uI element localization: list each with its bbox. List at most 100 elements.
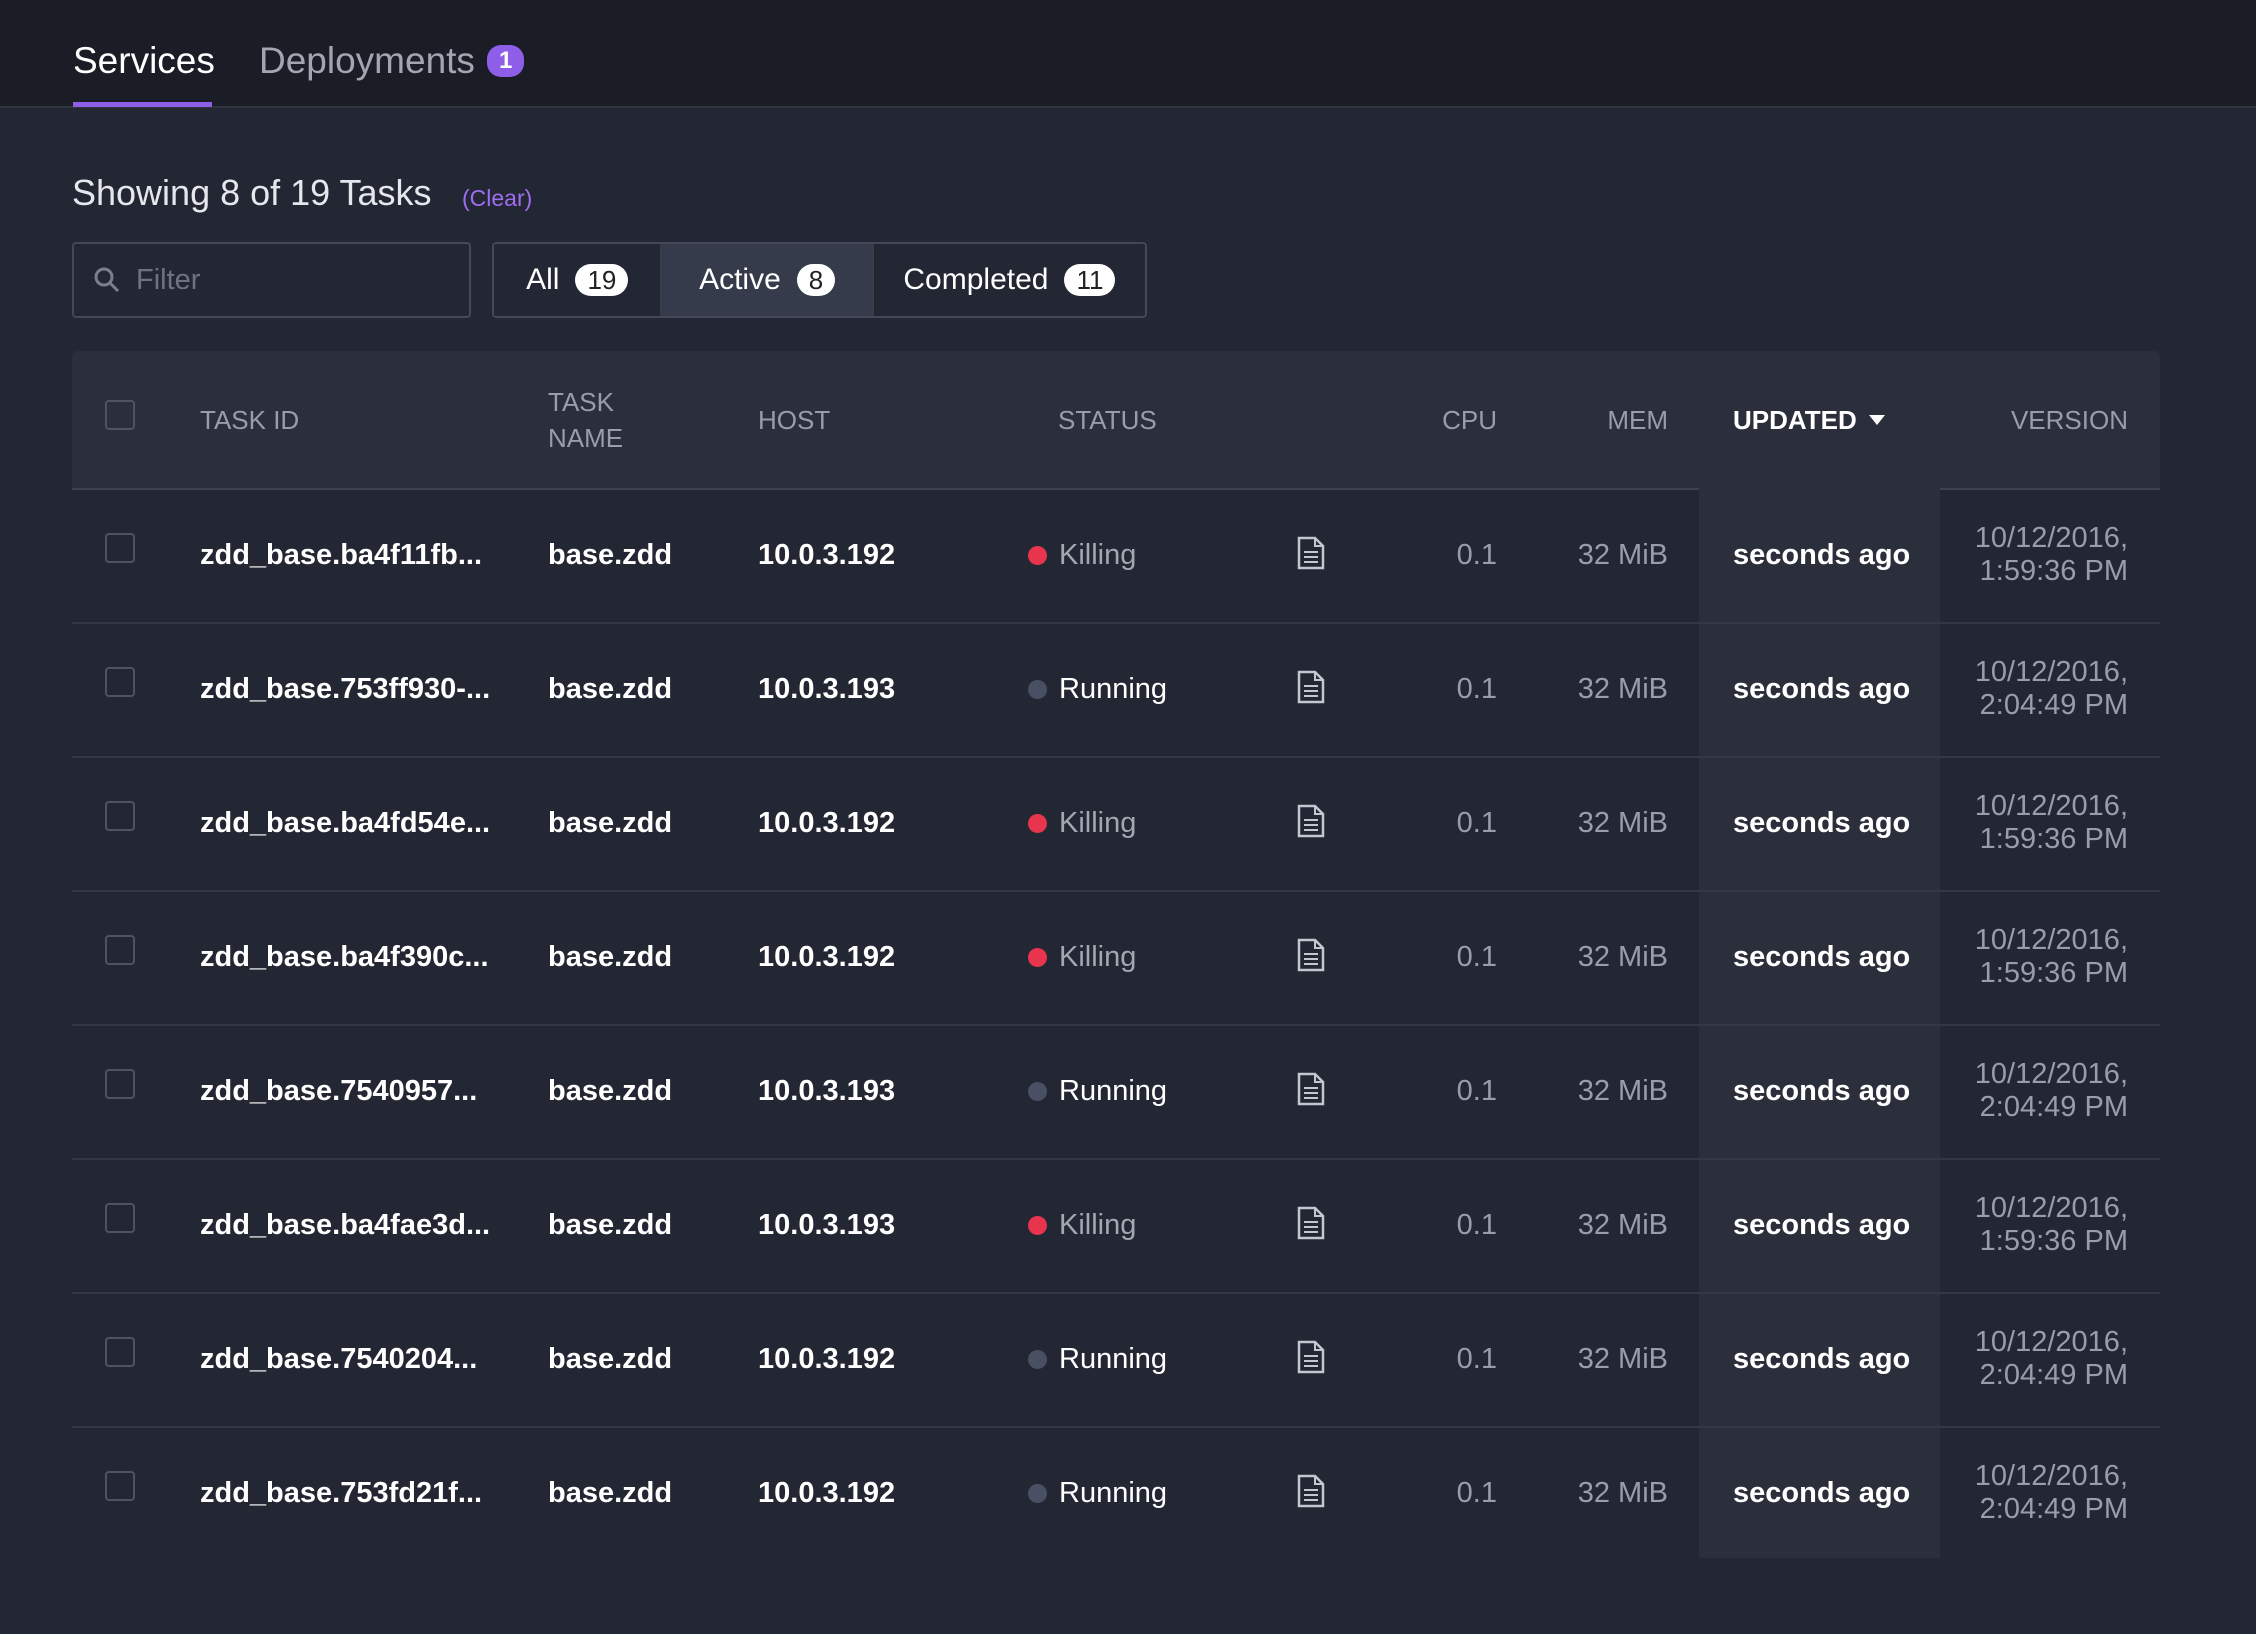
cell-version: 10/12/2016, 2:04:49 PM	[1928, 622, 2128, 756]
row-divider	[72, 1426, 2160, 1428]
status-dot	[1028, 1349, 1047, 1369]
status-dot	[1028, 1081, 1047, 1101]
filter-button-group: All 19 Active 8 Completed 11	[492, 242, 1147, 318]
row-checkbox[interactable]	[105, 801, 135, 831]
cell-host-text: 10.0.3.192	[758, 538, 896, 571]
cell-version-text: 10/12/2016, 1:59:36 PM	[1974, 790, 2128, 855]
log-icon[interactable]	[1296, 536, 1326, 570]
cell-cpu-text: 0.1	[1456, 672, 1497, 705]
cell-updated-text: seconds ago	[1733, 1208, 1911, 1241]
cell-task-name: base.zdd	[548, 1024, 672, 1158]
column-header-label: HOST	[758, 404, 831, 435]
cell-version-text: 10/12/2016, 2:04:49 PM	[1974, 1058, 2128, 1123]
cell-version-text: 10/12/2016, 1:59:36 PM	[1974, 522, 2128, 587]
cell-updated: seconds ago	[1733, 488, 1933, 622]
column-header[interactable]: STATUS	[1058, 351, 1258, 488]
status-dot	[1028, 679, 1047, 699]
cell-cpu: 0.1	[1397, 1426, 1497, 1560]
cell-mem: 32 MiB	[1568, 488, 1668, 622]
column-header-label: TASK ID	[200, 404, 300, 435]
tab[interactable]: Deployments 1	[259, 40, 525, 82]
log-icon[interactable]	[1296, 1206, 1326, 1240]
cell-updated-text: seconds ago	[1733, 806, 1911, 839]
filter-button[interactable]: Active 8	[660, 244, 873, 316]
column-header-label: UPDATED	[1733, 404, 1857, 435]
select-all-checkbox[interactable]	[105, 399, 135, 430]
cell-cpu-text: 0.1	[1456, 806, 1497, 839]
row-checkbox[interactable]	[105, 1203, 135, 1233]
cell-mem: 32 MiB	[1568, 890, 1668, 1024]
filter-button-label: Completed	[903, 263, 1049, 296]
cell-task-name: base.zdd	[548, 1426, 672, 1560]
row-checkbox[interactable]	[105, 667, 135, 697]
log-icon[interactable]	[1296, 804, 1326, 838]
row-checkbox[interactable]	[105, 1471, 135, 1501]
cell-version-text: 10/12/2016, 2:04:49 PM	[1974, 1326, 2128, 1391]
row-checkbox[interactable]	[105, 935, 135, 965]
row-checkbox[interactable]	[105, 1069, 135, 1099]
row-divider	[72, 756, 2160, 758]
cell-host-text: 10.0.3.192	[758, 940, 896, 973]
column-header[interactable]: VERSION	[1928, 351, 2128, 488]
cell-status: Killing	[1028, 756, 1228, 890]
tab[interactable]: Services	[73, 40, 215, 81]
column-header-label: VERSION	[2010, 404, 2128, 435]
cell-status: Running	[1028, 1426, 1228, 1560]
cell-updated: seconds ago	[1733, 1024, 1933, 1158]
cell-cpu-text: 0.1	[1456, 1074, 1497, 1107]
column-header[interactable]: HOST	[758, 351, 1038, 488]
column-header[interactable]: UPDATED	[1733, 351, 1933, 488]
clear-link[interactable]: (Clear)	[462, 185, 533, 211]
cell-cpu-text: 0.1	[1456, 538, 1497, 571]
cell-task-id: zdd_base.753ff930-...	[200, 622, 530, 756]
cell-task-id-text: zdd_base.753fd21f...	[200, 1476, 483, 1509]
filter-input[interactable]: Filter	[72, 242, 471, 318]
column-header[interactable]: TASK ID	[200, 351, 530, 488]
tab-label: Deployments	[259, 40, 475, 81]
cell-cpu: 0.1	[1397, 1292, 1497, 1426]
filter-button[interactable]: Completed 11	[872, 244, 1145, 316]
cell-task-name-text: base.zdd	[548, 1208, 673, 1241]
column-header[interactable]: TASK NAME	[548, 351, 648, 488]
cell-host-text: 10.0.3.193	[758, 1208, 896, 1241]
log-icon[interactable]	[1296, 1072, 1326, 1106]
row-checkbox[interactable]	[105, 1337, 135, 1367]
cell-host: 10.0.3.193	[758, 1158, 1038, 1292]
cell-mem-text: 32 MiB	[1577, 1074, 1668, 1107]
cell-task-name-text: base.zdd	[548, 672, 673, 705]
status-dot	[1028, 1215, 1047, 1235]
cell-task-id: zdd_base.7540957...	[200, 1024, 530, 1158]
log-icon[interactable]	[1296, 938, 1326, 972]
cell-updated-text: seconds ago	[1733, 1476, 1911, 1509]
log-icon[interactable]	[1296, 670, 1326, 704]
cell-mem-text: 32 MiB	[1577, 940, 1668, 973]
cell-cpu-text: 0.1	[1456, 1476, 1497, 1509]
column-header[interactable]: MEM	[1568, 351, 1668, 488]
cell-task-name-text: base.zdd	[548, 1074, 673, 1107]
row-checkbox[interactable]	[105, 533, 135, 563]
column-header[interactable]: CPU	[1397, 351, 1497, 488]
status-text: Killing	[1059, 1208, 1137, 1241]
log-icon[interactable]	[1296, 1340, 1326, 1374]
log-icon[interactable]	[1296, 1474, 1326, 1508]
cell-status: Running	[1028, 622, 1228, 756]
cell-updated: seconds ago	[1733, 622, 1933, 756]
cell-task-id: zdd_base.ba4fae3d...	[200, 1158, 530, 1292]
row-divider	[72, 1292, 2160, 1294]
cell-status: Killing	[1028, 890, 1228, 1024]
cell-host-text: 10.0.3.193	[758, 1074, 896, 1107]
cell-version: 10/12/2016, 1:59:36 PM	[1928, 890, 2128, 1024]
cell-task-name-text: base.zdd	[548, 806, 673, 839]
task-table: TASK ID TASK NAME HOST STATUS CPU MEM UPDATED V…	[72, 351, 2160, 1561]
cell-task-name: base.zdd	[548, 890, 672, 1024]
cell-task-id-text: zdd_base.ba4f11fb...	[200, 538, 483, 571]
cell-mem-text: 32 MiB	[1577, 1208, 1668, 1241]
cell-cpu: 0.1	[1397, 622, 1497, 756]
status-text: Running	[1059, 1476, 1168, 1509]
filter-button[interactable]: All 19	[494, 244, 660, 316]
cell-mem: 32 MiB	[1568, 1426, 1668, 1560]
cell-cpu-text: 0.1	[1456, 1208, 1497, 1241]
cell-task-name: base.zdd	[548, 1158, 672, 1292]
